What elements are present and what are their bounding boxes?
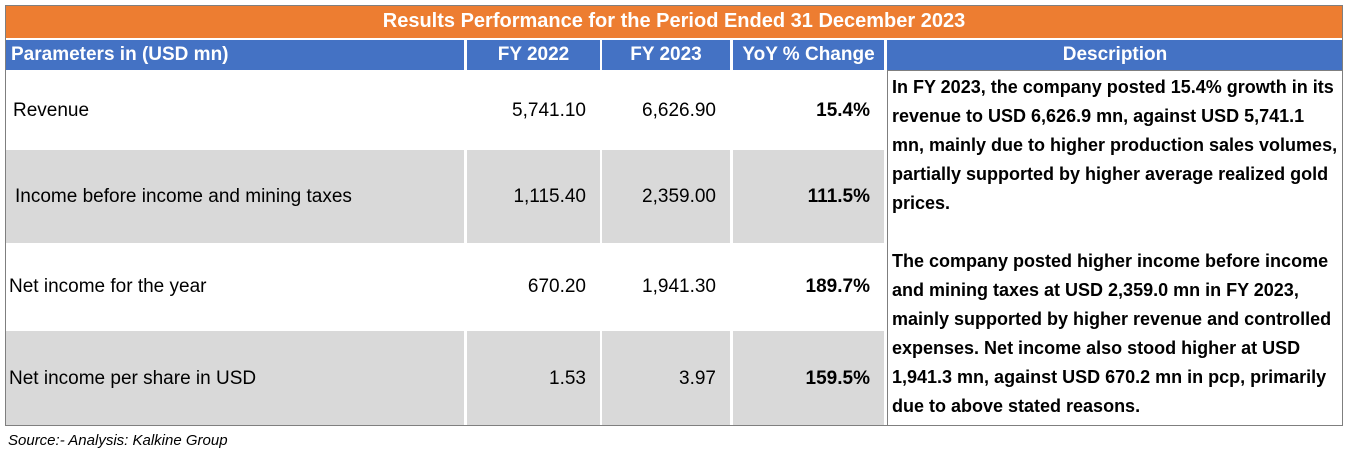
row-fy2022: 5,741.10 (512, 100, 586, 121)
row-parameter: Income before income and mining taxes (5, 150, 464, 243)
table-row: Revenue 5,741.10 6,626.90 15.4% (5, 72, 884, 150)
row-fy2022: 1,115.40 (467, 150, 600, 243)
table-row: Net income per share in USD 1.53 3.97 15… (5, 331, 884, 426)
header-description: Description (887, 40, 1343, 70)
results-table: Results Performance for the Period Ended… (5, 5, 1343, 426)
header-parameters: Parameters in (USD mn) (5, 40, 464, 70)
row-parameter: Net income per share in USD (5, 331, 464, 426)
header-yoy-change: YoY % Change (733, 40, 884, 70)
row-yoy: 189.7% (805, 276, 870, 297)
row-fy2023: 3.97 (602, 331, 730, 426)
row-yoy: 15.4% (816, 100, 870, 121)
row-fy2022: 1.53 (467, 331, 600, 426)
description-paragraph-income: The company posted higher income before … (892, 251, 1332, 416)
row-parameter: Net income for the year (9, 276, 207, 297)
row-fy2023: 6,626.90 (642, 100, 716, 121)
description-paragraph-revenue: In FY 2023, the company posted 15.4% gro… (892, 77, 1338, 213)
header-fy2023: FY 2023 (602, 40, 730, 70)
header-fy2022: FY 2022 (467, 40, 600, 70)
table-title: Results Performance for the Period Ended… (5, 5, 1343, 38)
row-fy2023: 2,359.00 (602, 150, 730, 243)
description-cell: In FY 2023, the company posted 15.4% gro… (887, 70, 1343, 426)
table-row: Net income for the year 670.20 1,941.30 … (5, 245, 884, 329)
source-note: Source:- Analysis: Kalkine Group (8, 432, 228, 449)
row-fy2023: 1,941.30 (642, 276, 716, 297)
row-yoy: 159.5% (733, 331, 884, 426)
row-fy2022: 670.20 (527, 276, 586, 297)
row-parameter: Revenue (13, 100, 90, 121)
table-row: Income before income and mining taxes 1,… (5, 150, 884, 243)
row-yoy: 111.5% (733, 150, 884, 243)
